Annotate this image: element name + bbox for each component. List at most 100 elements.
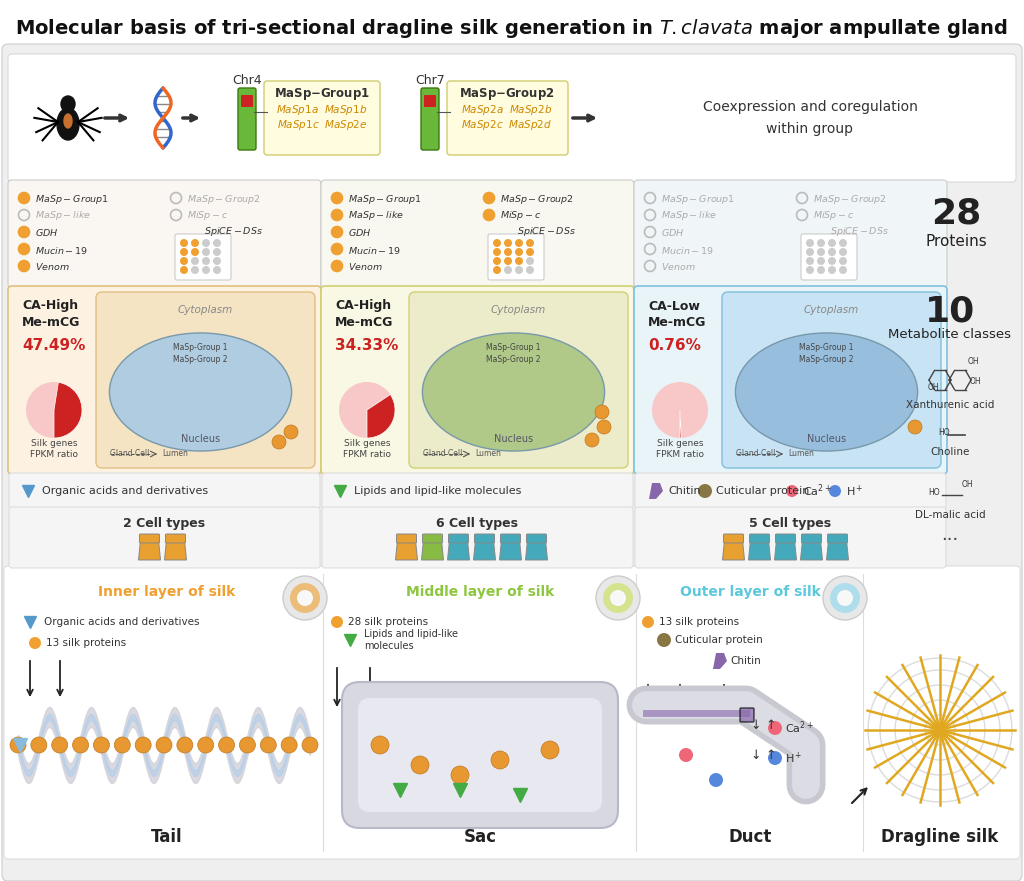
FancyBboxPatch shape: [501, 534, 520, 543]
Text: Cytoplasm: Cytoplasm: [804, 305, 859, 315]
Circle shape: [603, 583, 633, 613]
Text: Me-mCG: Me-mCG: [22, 315, 80, 329]
Polygon shape: [801, 540, 822, 560]
Wedge shape: [652, 382, 708, 438]
Text: $\it{GDH}$: $\it{GDH}$: [348, 227, 372, 239]
Circle shape: [806, 257, 814, 265]
Circle shape: [135, 737, 152, 753]
Circle shape: [52, 737, 68, 753]
FancyBboxPatch shape: [722, 292, 941, 468]
FancyBboxPatch shape: [424, 95, 436, 107]
FancyBboxPatch shape: [740, 708, 754, 722]
FancyBboxPatch shape: [8, 180, 321, 288]
Circle shape: [698, 484, 712, 498]
Text: $\it{MiSp-c}$: $\it{MiSp-c}$: [500, 210, 542, 223]
Text: Cytoplasm: Cytoplasm: [490, 305, 546, 315]
Circle shape: [504, 257, 512, 265]
Text: Duct: Duct: [728, 828, 772, 846]
Circle shape: [290, 583, 319, 613]
Circle shape: [483, 210, 495, 220]
FancyBboxPatch shape: [724, 534, 743, 543]
Circle shape: [31, 737, 47, 753]
Circle shape: [202, 248, 210, 256]
Circle shape: [451, 766, 469, 784]
Circle shape: [679, 748, 693, 762]
Text: 2 Cell types: 2 Cell types: [124, 516, 206, 529]
Circle shape: [817, 239, 825, 247]
Text: Gland Cell: Gland Cell: [736, 449, 775, 458]
Circle shape: [180, 248, 188, 256]
Polygon shape: [500, 540, 521, 560]
Text: Cuticular protein: Cuticular protein: [716, 486, 809, 496]
Circle shape: [371, 736, 389, 754]
Circle shape: [768, 721, 782, 735]
Text: MaSp-Group 1: MaSp-Group 1: [800, 344, 854, 352]
Text: $\it{MaSp-like}$: $\it{MaSp-like}$: [35, 210, 91, 223]
Text: 0.76%: 0.76%: [648, 337, 700, 352]
Text: OH: OH: [968, 357, 980, 366]
Circle shape: [10, 737, 26, 753]
Text: MaSp-Group 2: MaSp-Group 2: [800, 355, 854, 365]
FancyBboxPatch shape: [139, 534, 160, 543]
Circle shape: [526, 239, 534, 247]
Text: $\it{Venom}$: $\it{Venom}$: [662, 262, 695, 272]
Circle shape: [526, 257, 534, 265]
Text: Gland Cell: Gland Cell: [110, 449, 150, 458]
Circle shape: [272, 435, 286, 449]
Text: Chr4: Chr4: [232, 73, 262, 86]
Circle shape: [493, 248, 501, 256]
Text: $\it{MaSp1c}$  $\it{MaSp2e}$: $\it{MaSp1c}$ $\it{MaSp2e}$: [276, 118, 368, 132]
FancyBboxPatch shape: [264, 81, 380, 155]
Text: Chr7: Chr7: [415, 73, 444, 86]
Circle shape: [642, 616, 654, 628]
FancyBboxPatch shape: [635, 507, 946, 568]
Ellipse shape: [63, 114, 72, 128]
Circle shape: [786, 485, 798, 497]
Circle shape: [202, 257, 210, 265]
Circle shape: [191, 257, 199, 265]
Text: 13 silk proteins: 13 silk proteins: [46, 638, 126, 648]
Text: $\it{SpiCE-DSs}$: $\it{SpiCE-DSs}$: [517, 226, 577, 239]
Wedge shape: [339, 382, 395, 438]
Circle shape: [541, 741, 559, 759]
Text: $\it{\bf{MaSp}}$$\it{\bf{-Group 2}}$: $\it{\bf{MaSp}}$$\it{\bf{-Group 2}}$: [459, 86, 555, 102]
Circle shape: [93, 737, 110, 753]
Circle shape: [515, 266, 523, 274]
FancyBboxPatch shape: [8, 54, 1016, 182]
Text: 47.49%: 47.49%: [22, 337, 85, 352]
Text: Dragline silk: Dragline silk: [882, 828, 998, 846]
Text: $\downarrow\uparrow$: $\downarrow\uparrow$: [748, 748, 776, 762]
Circle shape: [493, 257, 501, 265]
Circle shape: [332, 193, 342, 204]
Text: Organic acids and derivatives: Organic acids and derivatives: [42, 486, 208, 496]
Text: OH: OH: [970, 377, 982, 386]
Text: Cytoplasm: Cytoplasm: [178, 305, 233, 315]
Text: $\it{MaSp-like}$: $\it{MaSp-like}$: [662, 210, 717, 223]
Text: 10: 10: [925, 295, 975, 329]
Text: $\downarrow\uparrow$: $\downarrow\uparrow$: [748, 718, 776, 732]
Text: $\it{GDH}$: $\it{GDH}$: [35, 227, 58, 239]
FancyBboxPatch shape: [423, 534, 442, 543]
Text: OH: OH: [928, 383, 940, 392]
Polygon shape: [473, 540, 496, 560]
Circle shape: [180, 257, 188, 265]
FancyBboxPatch shape: [322, 507, 633, 568]
Circle shape: [177, 737, 193, 753]
Circle shape: [597, 420, 611, 434]
Circle shape: [806, 239, 814, 247]
Text: DL-malic acid: DL-malic acid: [914, 510, 985, 520]
Ellipse shape: [735, 333, 918, 451]
Text: HO: HO: [928, 488, 940, 497]
Text: $\it{MaSp-Group1}$: $\it{MaSp-Group1}$: [35, 193, 110, 205]
Circle shape: [806, 248, 814, 256]
Text: $\it{MaSp-Group1}$: $\it{MaSp-Group1}$: [662, 193, 735, 205]
Circle shape: [830, 583, 860, 613]
Circle shape: [837, 590, 853, 606]
Wedge shape: [54, 382, 82, 438]
Text: 28: 28: [931, 197, 981, 231]
FancyBboxPatch shape: [775, 534, 796, 543]
Polygon shape: [723, 540, 744, 560]
Circle shape: [908, 420, 922, 434]
FancyBboxPatch shape: [449, 534, 469, 543]
FancyBboxPatch shape: [750, 534, 769, 543]
